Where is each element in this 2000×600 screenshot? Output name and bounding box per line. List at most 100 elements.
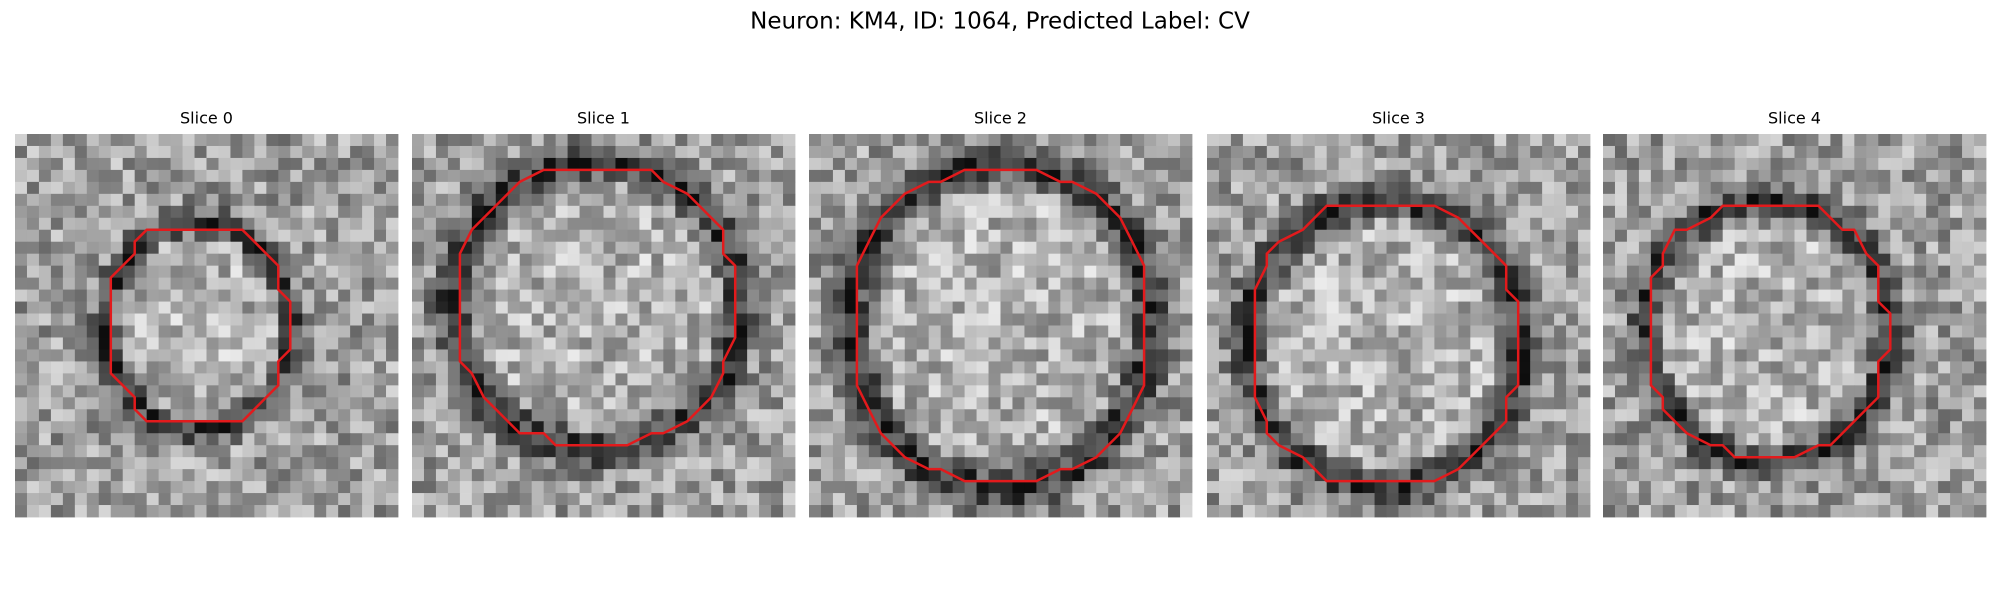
pixel — [1350, 193, 1363, 207]
pixel — [1470, 145, 1483, 159]
pixel — [338, 157, 351, 171]
pixel — [928, 397, 942, 410]
pixel — [1230, 445, 1244, 458]
pixel — [1144, 337, 1157, 350]
pixel — [266, 181, 279, 195]
pixel — [663, 205, 676, 219]
pixel — [1638, 361, 1652, 374]
pixel — [976, 373, 989, 386]
pixel — [386, 169, 399, 183]
pixel — [50, 157, 64, 171]
pixel — [916, 289, 930, 302]
pixel — [615, 349, 628, 362]
pixel — [1374, 217, 1387, 231]
pixel — [1120, 193, 1133, 207]
pixel — [687, 169, 700, 183]
pixel — [1278, 409, 1292, 422]
pixel — [519, 457, 533, 470]
pixel — [483, 433, 497, 446]
pixel — [1494, 157, 1507, 171]
pixel — [1962, 241, 1975, 255]
pixel — [495, 325, 509, 338]
pixel — [1674, 433, 1688, 446]
pixel — [1072, 157, 1085, 171]
pixel — [374, 325, 387, 338]
pixel — [615, 433, 628, 446]
pixel — [1036, 205, 1049, 219]
pixel — [627, 169, 640, 183]
pixel — [230, 457, 243, 470]
pixel — [1854, 157, 1867, 171]
pixel — [928, 505, 942, 518]
pixel — [1974, 433, 1987, 446]
pixel — [1518, 301, 1531, 314]
pixel — [302, 169, 315, 183]
pixel — [1554, 313, 1567, 326]
pixel — [603, 181, 616, 195]
pixel — [747, 397, 760, 410]
pixel — [519, 205, 533, 219]
pixel — [1938, 337, 1951, 350]
pixel — [435, 409, 449, 422]
pixel — [1842, 181, 1855, 195]
pixel — [1902, 397, 1915, 410]
pixel — [146, 313, 160, 326]
pixel — [1314, 277, 1328, 290]
pixel — [1278, 373, 1292, 386]
pixel — [519, 313, 533, 326]
pixel — [194, 145, 207, 159]
pixel — [1746, 134, 1759, 147]
pixel — [459, 445, 473, 458]
pixel — [988, 373, 1001, 386]
pixel — [1746, 169, 1759, 183]
pixel — [15, 469, 28, 482]
pixel — [1350, 361, 1363, 374]
pixel — [1782, 421, 1795, 434]
pixel — [182, 277, 195, 290]
pixel — [1144, 397, 1157, 410]
pixel — [1734, 241, 1748, 255]
pixel — [230, 325, 243, 338]
pixel — [1326, 445, 1340, 458]
pixel — [1842, 301, 1855, 314]
pixel — [1482, 445, 1495, 458]
pixel — [615, 409, 628, 422]
pixel — [555, 277, 568, 290]
pixel — [1890, 181, 1903, 195]
pixel — [1072, 217, 1085, 231]
pixel — [1314, 289, 1328, 302]
pixel — [483, 373, 497, 386]
pixel — [1962, 373, 1975, 386]
pixel — [471, 409, 485, 422]
pixel — [1230, 325, 1244, 338]
pixel — [627, 385, 640, 398]
pixel — [1386, 433, 1399, 446]
pixel — [50, 469, 64, 482]
pixel — [326, 325, 339, 338]
pixel — [50, 361, 64, 374]
pixel — [759, 349, 772, 362]
pixel — [1434, 409, 1447, 422]
pixel — [1410, 229, 1423, 243]
pixel — [1048, 433, 1061, 446]
pixel — [1144, 241, 1157, 255]
pixel — [1866, 337, 1879, 350]
pixel — [38, 241, 52, 255]
pixel — [158, 397, 171, 410]
pixel — [1662, 349, 1676, 362]
pixel — [1686, 205, 1700, 219]
pixel — [1458, 481, 1471, 494]
pixel — [1326, 134, 1340, 147]
pixel — [423, 325, 437, 338]
pixel — [783, 253, 796, 267]
pixel — [832, 253, 846, 267]
pixel — [170, 385, 183, 398]
pixel — [350, 301, 363, 314]
pixel — [711, 409, 724, 422]
pixel — [1144, 265, 1157, 279]
pixel — [1470, 265, 1483, 279]
pixel — [1338, 325, 1352, 338]
pixel — [1890, 409, 1903, 422]
pixel — [531, 469, 545, 482]
pixel — [447, 253, 461, 267]
